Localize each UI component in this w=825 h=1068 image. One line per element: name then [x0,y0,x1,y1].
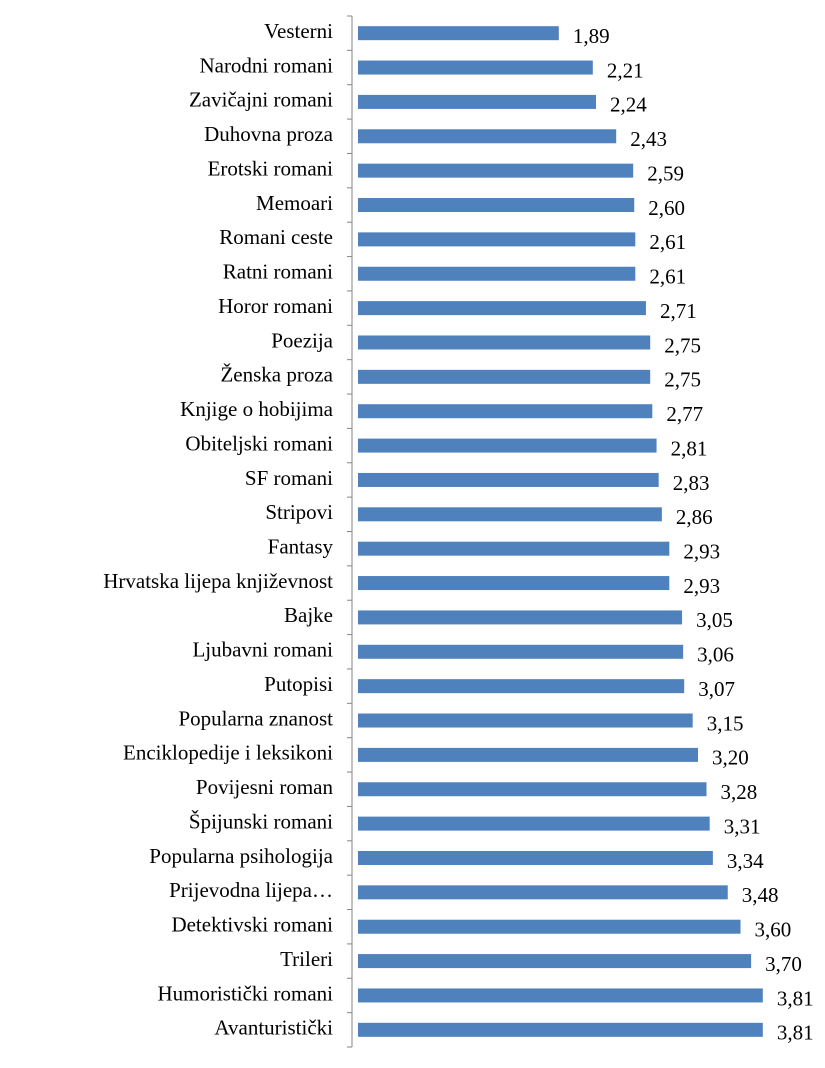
bar [358,576,670,591]
category-label: Obiteljski romani [185,431,333,455]
category-label: Avanturistički [214,1016,333,1040]
category-label: Špijunski romani [189,809,333,833]
bar [358,919,741,934]
value-label: 3,28 [721,780,758,804]
bar [358,988,763,1003]
bar [358,198,635,213]
bar [358,644,684,659]
value-label: 3,15 [707,711,744,735]
value-label: 3,70 [765,952,802,976]
value-label: 3,81 [777,986,814,1010]
value-label: 3,31 [724,814,761,838]
category-label: Hrvatska lijepa književnost [103,569,333,593]
category-label: Poezija [271,328,333,352]
bar [358,232,636,247]
value-label: 2,93 [683,539,720,563]
category-label: Prijevodna lijepa… [169,878,333,902]
category-label: Enciklopedije i leksikoni [123,741,333,765]
value-label: 2,86 [676,505,713,529]
value-label: 2,61 [649,265,686,289]
bar [358,163,634,178]
bar [358,301,646,316]
bar [358,404,653,419]
bar [358,369,651,384]
value-label: 2,83 [673,471,710,495]
value-label: 2,81 [671,436,708,460]
bar [358,335,651,350]
category-label: Stripovi [265,500,333,524]
value-label: 2,21 [607,58,644,82]
value-label: 3,20 [712,746,749,770]
bar [358,60,593,75]
category-label: Knjige o hobijima [180,397,333,421]
category-label: Popularna znanost [178,706,333,730]
bar [358,472,659,487]
value-label: 3,48 [742,883,779,907]
bar [358,610,683,625]
value-label: 2,59 [647,161,684,185]
bar [358,679,685,694]
value-label: 2,24 [610,93,647,117]
value-label: 1,89 [573,24,610,48]
value-label: 2,43 [630,127,667,151]
value-label: 2,75 [664,333,701,357]
value-label: 2,75 [664,368,701,392]
bar [358,507,662,522]
category-label: Ženska proza [220,363,333,387]
value-label: 3,60 [755,918,792,942]
bar [358,94,596,109]
category-label: Bajke [284,603,333,627]
value-label: 3,81 [777,1021,814,1045]
bar [358,747,698,762]
value-label: 2,60 [648,196,685,220]
bar [358,541,670,556]
value-label: 3,06 [697,643,734,667]
category-label: Narodni romani [199,53,333,77]
bar [358,438,657,453]
bar [358,816,710,831]
bar [358,266,636,281]
category-label: SF romani [245,466,333,490]
category-label: Zavičajni romani [189,88,333,112]
category-label: Ratni romani [223,260,333,284]
bar [358,782,707,797]
bar [358,885,728,900]
bar [358,26,559,41]
bar [358,129,617,144]
category-label: Erotski romani [208,156,334,180]
category-label: Trileri [280,947,333,971]
category-label: Duhovna proza [204,122,334,146]
value-label: 3,34 [727,849,764,873]
category-label: Ljubavni romani [192,638,333,662]
value-label: 2,61 [649,230,686,254]
category-label: Romani ceste [219,225,333,249]
bar [358,954,752,969]
category-label: Vesterni [264,19,333,43]
value-label: 2,71 [660,299,697,323]
bar [358,713,693,728]
value-label: 3,05 [696,608,733,632]
category-label: Detektivski romani [171,913,333,937]
category-label: Fantasy [268,534,334,558]
category-label: Putopisi [264,672,333,696]
bar [358,1022,763,1037]
category-label: Popularna psihologija [149,844,333,868]
category-label: Humoristički romani [157,981,333,1005]
category-label: Povijesni roman [196,775,334,799]
bar [358,850,713,865]
value-label: 3,07 [698,677,735,701]
value-label: 2,93 [683,574,720,598]
value-label: 2,77 [666,402,703,426]
category-label: Horor romani [218,294,333,318]
category-label: Memoari [256,191,333,215]
